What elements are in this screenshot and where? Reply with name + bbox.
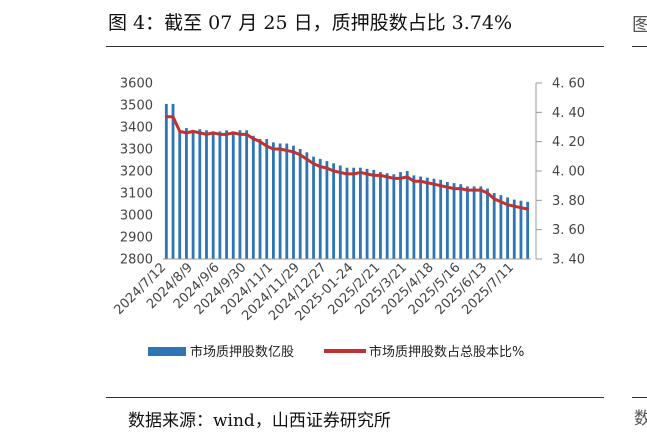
source-divider bbox=[106, 397, 604, 398]
bar bbox=[486, 188, 489, 259]
right-tick-label: 4. 40 bbox=[552, 106, 585, 121]
left-tick-label: 3400 bbox=[120, 121, 153, 136]
bar bbox=[164, 103, 168, 260]
bar bbox=[519, 200, 523, 259]
right-tick-label: 3. 40 bbox=[552, 253, 585, 268]
bar bbox=[419, 176, 422, 259]
bar bbox=[399, 172, 402, 259]
source-note: 数据来源：wind，山西证券研究所 bbox=[128, 411, 391, 431]
bar bbox=[298, 149, 302, 259]
bar bbox=[171, 103, 175, 260]
bar bbox=[385, 173, 389, 259]
legend: 市场质押股数亿股 市场质押股数占总股本比% bbox=[148, 344, 524, 360]
bar bbox=[365, 168, 369, 259]
bar bbox=[405, 171, 409, 259]
bar bbox=[439, 179, 443, 259]
bar bbox=[338, 165, 342, 259]
left-tick-label: 3000 bbox=[120, 209, 153, 224]
right-tick-label: 3. 80 bbox=[552, 194, 585, 209]
bar bbox=[318, 158, 322, 259]
bar bbox=[432, 178, 436, 259]
bar bbox=[466, 186, 469, 259]
bar bbox=[278, 143, 282, 259]
right-tick-label: 4. 20 bbox=[552, 135, 585, 150]
bar bbox=[332, 163, 336, 259]
left-tick-label: 2900 bbox=[120, 231, 153, 246]
bar bbox=[379, 172, 382, 259]
bar bbox=[425, 177, 429, 259]
bar bbox=[506, 197, 509, 259]
bar bbox=[238, 130, 242, 259]
bar bbox=[445, 182, 449, 259]
next-figure-divider bbox=[632, 46, 647, 47]
bar bbox=[459, 184, 463, 259]
left-tick-label: 3500 bbox=[120, 99, 153, 114]
left-tick-label: 3200 bbox=[120, 165, 153, 180]
bar bbox=[392, 174, 396, 259]
bar bbox=[271, 142, 275, 259]
bar bbox=[191, 130, 195, 259]
next-figure-source-fragment: 数 bbox=[634, 409, 647, 426]
left-tick-label: 3300 bbox=[120, 143, 153, 158]
bar bbox=[231, 131, 235, 259]
bar bbox=[492, 193, 496, 259]
bar bbox=[479, 186, 483, 259]
title-divider bbox=[106, 46, 604, 47]
bar bbox=[412, 175, 416, 259]
right-tick-label: 3. 60 bbox=[552, 223, 585, 238]
bar bbox=[225, 130, 228, 259]
next-figure-title-fragment: 图 bbox=[632, 14, 647, 32]
right-tick-label: 4. 60 bbox=[552, 77, 585, 92]
bar bbox=[178, 131, 182, 259]
bar bbox=[251, 135, 255, 259]
figure-title: 图 4：截至 07 月 25 日，质押股数占比 3.74% bbox=[108, 12, 513, 34]
bar bbox=[205, 130, 208, 259]
bar bbox=[352, 167, 356, 259]
bar bbox=[211, 131, 215, 259]
right-tick-label: 4. 00 bbox=[552, 165, 585, 180]
bar bbox=[526, 201, 530, 259]
bar bbox=[218, 131, 222, 259]
plot-area bbox=[164, 103, 530, 260]
bar bbox=[499, 195, 503, 259]
left-tick-label: 3100 bbox=[120, 187, 153, 202]
bar bbox=[358, 167, 362, 259]
bar bbox=[292, 145, 295, 259]
next-figure-divider bbox=[632, 397, 647, 398]
legend-line-swatch bbox=[324, 349, 366, 353]
bar bbox=[185, 128, 188, 259]
legend-line-label: 市场质押股数占总股本比% bbox=[369, 344, 524, 360]
left-tick-label: 3600 bbox=[120, 77, 153, 92]
bar bbox=[452, 183, 456, 259]
bar bbox=[285, 143, 289, 259]
bar bbox=[198, 129, 202, 259]
bar bbox=[265, 139, 269, 259]
bar bbox=[245, 130, 249, 259]
left-tick-label: 2800 bbox=[120, 253, 153, 268]
bar bbox=[472, 186, 476, 259]
bar bbox=[372, 169, 376, 259]
bar bbox=[312, 156, 315, 259]
bar bbox=[512, 199, 516, 259]
bar bbox=[325, 161, 329, 259]
bar bbox=[345, 167, 349, 259]
legend-bar-label: 市场质押股数亿股 bbox=[190, 344, 294, 360]
legend-bar-swatch bbox=[148, 347, 186, 356]
bar bbox=[305, 152, 309, 259]
bar bbox=[258, 139, 262, 259]
series-line bbox=[164, 115, 530, 211]
